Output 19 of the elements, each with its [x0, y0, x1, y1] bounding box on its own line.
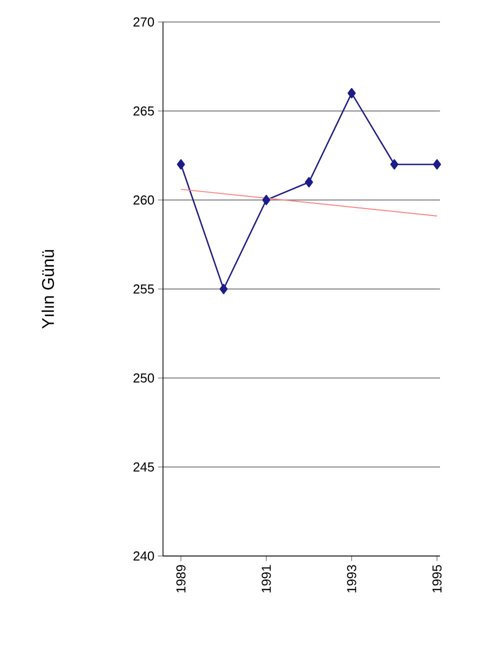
point: [262, 194, 270, 206]
y-axis-title: Yılın Günü: [42, 250, 54, 329]
point: [390, 159, 398, 170]
y-tick-label: 270: [134, 17, 154, 27]
point: [176, 159, 185, 170]
y-tick-label: 245: [134, 462, 154, 472]
y-tick-label: 250: [134, 373, 154, 383]
y-tick-label: 265: [134, 106, 154, 116]
x-tick-label: 1989: [176, 565, 186, 592]
y-tick-label: 240: [134, 551, 154, 561]
point: [220, 284, 228, 294]
y-tick-label: 260: [134, 195, 154, 205]
point: [304, 177, 314, 188]
y-tick-label: 255: [134, 284, 154, 294]
x-tick-label: 1991: [262, 565, 271, 592]
x-tick-label: 1993: [347, 565, 356, 592]
point: [432, 159, 442, 170]
x-tick-label: 1995: [432, 565, 442, 592]
point: [348, 88, 356, 98]
